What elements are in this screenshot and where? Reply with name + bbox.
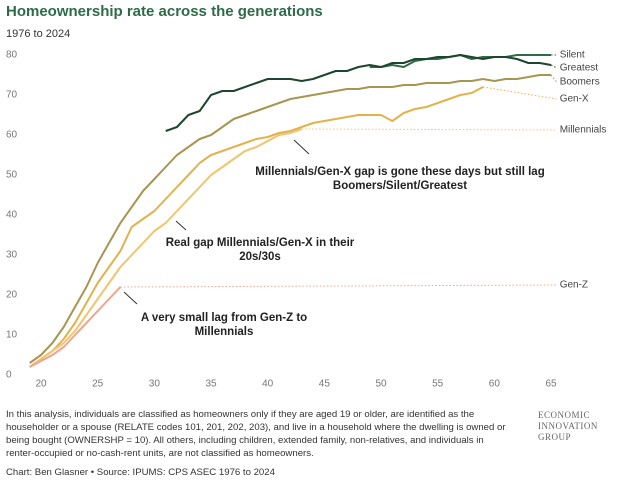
- x-tick-label: 55: [432, 379, 444, 390]
- y-tick-label: 0: [6, 370, 12, 381]
- series-line: [29, 86, 484, 368]
- legend-label: Silent: [560, 50, 585, 61]
- annotation: Millennials/Gen-X gap is gone these days…: [255, 166, 544, 178]
- legend-label: Gen-Z: [560, 280, 588, 291]
- logo: ECONOMIC INNOVATION GROUP: [538, 410, 598, 443]
- legend-label: Boomers: [560, 77, 600, 88]
- x-tick-label: 60: [489, 379, 501, 390]
- x-tick-label: 35: [205, 379, 217, 390]
- chart-subtitle: 1976 to 2024: [6, 28, 70, 40]
- legend-label: Greatest: [560, 63, 599, 74]
- series-line: [29, 286, 122, 368]
- legend-label: Millennials: [560, 125, 607, 136]
- y-tick-label: 60: [6, 130, 18, 141]
- x-tick-label: 40: [262, 379, 274, 390]
- annotation: A very small lag from Gen-Z to: [141, 312, 307, 324]
- leader-line: [550, 74, 558, 83]
- annotation: Real gap Millennials/Gen-X in their: [166, 237, 355, 249]
- chart: Homeownership rate across the generation…: [6, 3, 607, 390]
- arrow: [175, 220, 187, 231]
- x-tick-label: 45: [319, 379, 331, 390]
- y-tick-label: 30: [6, 250, 18, 261]
- annotation: 20s/30s: [239, 251, 281, 263]
- x-tick-label: 25: [92, 379, 104, 390]
- y-tick-label: 10: [6, 330, 18, 341]
- y-tick-label: 80: [6, 50, 18, 61]
- series-line: [165, 54, 552, 132]
- arrow: [293, 139, 310, 155]
- annotation: Boomers/Silent/Greatest: [333, 180, 467, 192]
- x-tick-label: 20: [35, 379, 47, 390]
- source: Chart: Ben Glasner • Source: IPUMS: CPS …: [6, 467, 275, 478]
- leader-line: [482, 86, 557, 100]
- logo-line: GROUP: [538, 432, 572, 442]
- x-tick-label: 30: [149, 379, 161, 390]
- logo-line: INNOVATION: [538, 421, 598, 431]
- leader-line: [120, 284, 557, 288]
- series-line: [29, 74, 551, 364]
- annotation: Millennials: [195, 326, 254, 338]
- y-tick-label: 70: [6, 90, 18, 101]
- chart-title: Homeownership rate across the generation…: [6, 3, 323, 20]
- series-line: [29, 128, 303, 368]
- x-tick-label: 65: [545, 379, 557, 390]
- legend-label: Gen-X: [560, 94, 589, 105]
- y-tick-label: 40: [6, 210, 18, 221]
- leader-line: [550, 64, 557, 69]
- footnote: In this analysis, individuals are classi…: [6, 409, 506, 459]
- x-tick-label: 50: [375, 379, 387, 390]
- leader-line: [301, 128, 557, 131]
- y-tick-label: 50: [6, 170, 18, 181]
- y-tick-label: 20: [6, 290, 18, 301]
- logo-line: ECONOMIC: [538, 410, 591, 420]
- arrow: [123, 291, 138, 305]
